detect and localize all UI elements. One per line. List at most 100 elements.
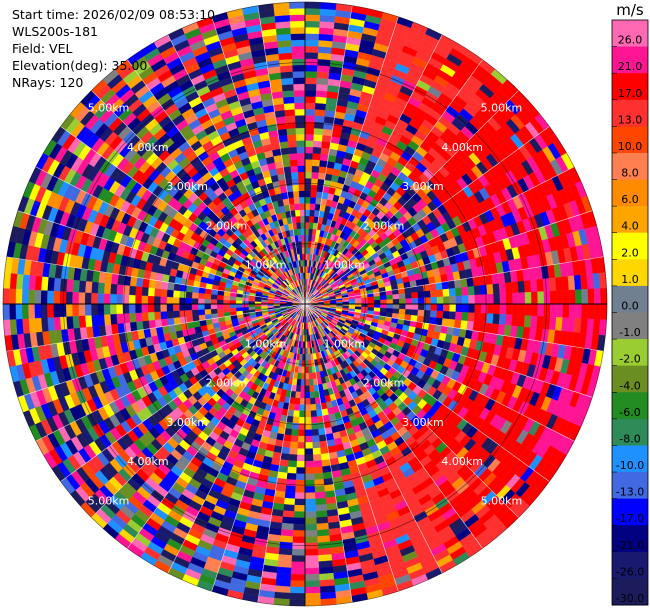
ppi-gate-cell: [392, 303, 400, 310]
ppi-gate-cell: [429, 283, 437, 292]
ppi-gate-cell: [304, 146, 314, 154]
ppi-gate-cell: [549, 290, 557, 305]
ppi-gate-cell: [319, 27, 335, 36]
ppi-gate-cell: [154, 280, 163, 290]
ppi-gate-cell: [297, 442, 306, 449]
ppi-gate-cell: [308, 366, 313, 374]
ppi-gate-cell: [304, 71, 318, 78]
ppi-gate-cell: [291, 428, 299, 437]
ppi-gate-cell: [304, 454, 314, 462]
ppi-gate-cell: [274, 585, 291, 594]
ppi-gate-cell: [386, 294, 394, 300]
ppi-gate-cell: [304, 159, 313, 166]
ppi-gate-cell: [505, 303, 513, 316]
ppi-gate-cell: [160, 311, 168, 320]
ppi-gate-cell: [148, 279, 157, 289]
ppi-gate-cell: [304, 592, 321, 600]
ppi-gate-cell: [128, 303, 136, 314]
ppi-gate-cell: [304, 234, 309, 242]
ppi-gate-cell: [467, 286, 475, 296]
ppi-gate-cell: [304, 448, 314, 456]
ppi-gate-cell: [84, 303, 92, 316]
ppi-gate-cell: [474, 303, 482, 314]
ppi-gate-cell: [53, 303, 61, 318]
ppi-gate-cell: [373, 303, 381, 309]
ppi-gate-cell: [318, 560, 333, 569]
ppi-gate-cell: [310, 197, 317, 205]
ppi-gate-cell: [292, 536, 306, 544]
ppi-gate-cell: [204, 303, 211, 310]
ppi-gate-cell: [147, 287, 155, 297]
ppi-gate-cell: [429, 316, 437, 325]
ppi-gate-cell: [235, 307, 243, 312]
ppi-gate-cell: [282, 440, 291, 449]
ppi-gate-cell: [321, 465, 332, 474]
ppi-gate-cell: [317, 547, 332, 556]
ppi-gate-cell: [191, 303, 199, 311]
ppi-gate-cell: [531, 291, 538, 305]
ppi-gate-cell: [312, 447, 321, 455]
ppi-gate-cell: [317, 428, 326, 436]
ppi-gate-cell: [466, 320, 475, 331]
ppi-gate-cell: [154, 318, 163, 328]
ppi-gate-cell: [304, 133, 315, 141]
ppi-gate-cell: [304, 64, 318, 72]
ppi-gate-cell: [310, 403, 317, 411]
ppi-gate-cell: [505, 282, 513, 294]
ppi-gate-cell: [134, 303, 142, 314]
ppi-gate-cell: [223, 307, 231, 313]
ppi-gate-cell: [587, 288, 595, 305]
ppi-gate-cell: [314, 485, 325, 493]
ppi-gate-cell: [354, 297, 362, 302]
ppi-gate-cell: [291, 555, 306, 563]
ppi-gate-cell: [142, 278, 150, 288]
ppi-gate-cell: [518, 292, 526, 305]
ppi-gate-cell: [304, 127, 315, 135]
ppi-gate-cell: [59, 303, 67, 317]
ppi-gate-cell: [65, 303, 73, 317]
ppi-gate-cell: [293, 517, 306, 525]
ppi-gate-cell: [147, 303, 155, 313]
ppi-gate-cell: [568, 289, 576, 305]
ppi-gate-cell: [15, 303, 23, 320]
ppi-gate-cell: [304, 517, 317, 525]
ppi-gate-cell: [493, 303, 501, 315]
ppi-gate-cell: [291, 548, 306, 556]
ppi-gate-cell: [294, 486, 306, 493]
ppi-gate-cell: [78, 315, 87, 328]
ppi-gate-cell: [103, 314, 112, 326]
ppi-gate-cell: [284, 428, 293, 436]
ppi-gate-cell: [318, 46, 333, 54]
ppi-gate-cell: [284, 491, 296, 499]
ppi-gate-cell: [435, 282, 443, 291]
ppi-gate-cell: [580, 274, 588, 290]
ppi-gate-cell: [110, 313, 118, 325]
ppi-gate-cell: [292, 523, 306, 531]
ppi-gate-cell: [308, 372, 314, 380]
ppi-gate-cell: [524, 303, 532, 317]
ppi-gate-cell: [304, 8, 321, 16]
ppi-gate-cell: [455, 303, 463, 313]
ppi-gate-cell: [53, 277, 62, 292]
ppi-gate-cell: [319, 440, 328, 449]
ppi-gate-cell: [443, 303, 450, 312]
ppi-gate-cell: [430, 303, 438, 312]
ppi-gate-cell: [310, 190, 318, 198]
ppi-gate-cell: [575, 303, 582, 319]
ppi-gate-cell: [313, 127, 324, 136]
ppi-gate-cell: [435, 317, 443, 326]
ppi-gate-cell: [28, 318, 37, 334]
ppi-gate-cell: [499, 293, 507, 305]
ppi-gate-cell: [304, 542, 318, 550]
ppi-gate-cell: [313, 472, 324, 481]
ppi-gate-cell: [47, 276, 55, 291]
ppi-gate-cell: [512, 292, 520, 305]
ppi-gate-cell: [316, 77, 329, 86]
ppi-gate-cell: [304, 435, 313, 443]
ppi-gate-cell: [573, 274, 582, 290]
ppi-gate-cell: [216, 294, 224, 300]
ppi-gate-cell: [304, 115, 316, 122]
ppi-gate-cell: [309, 209, 316, 217]
ppi-gate-cell: [198, 292, 206, 299]
